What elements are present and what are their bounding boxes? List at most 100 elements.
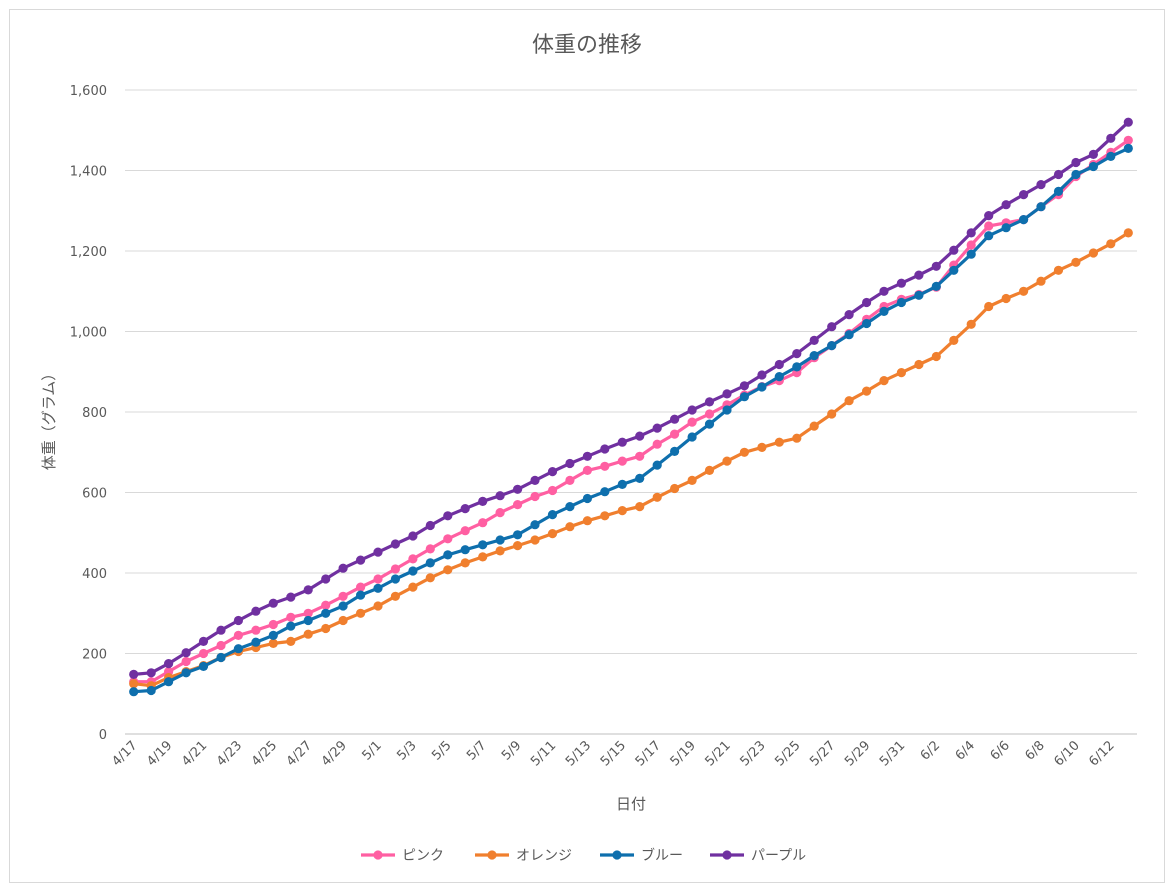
data-point	[896, 297, 907, 308]
data-point	[565, 475, 575, 485]
series-lines	[129, 117, 1133, 697]
legend-label: ピンク	[402, 848, 444, 864]
data-point	[704, 419, 715, 429]
data-point	[565, 458, 575, 469]
data-point	[321, 600, 331, 610]
x-tick-label: 4/19	[144, 738, 175, 769]
data-point	[704, 409, 715, 419]
data-point	[984, 231, 994, 241]
x-tick-label: 5/23	[737, 738, 768, 769]
data-point	[495, 491, 505, 501]
data-point	[565, 502, 575, 512]
data-point	[181, 648, 191, 658]
data-point	[408, 582, 418, 592]
x-tick-label: 4/25	[249, 738, 280, 769]
data-point	[652, 460, 662, 470]
data-point	[827, 409, 837, 419]
data-point	[739, 381, 750, 391]
legend-item: ピンク	[361, 848, 444, 864]
data-point	[530, 491, 540, 502]
data-point	[443, 534, 453, 544]
data-point	[757, 382, 767, 392]
data-point	[931, 261, 941, 271]
data-point	[356, 608, 366, 618]
data-point	[739, 447, 750, 457]
data-point	[635, 431, 645, 441]
data-point	[931, 351, 941, 362]
data-point	[198, 648, 209, 659]
data-point	[460, 545, 470, 555]
legend-label: パープル	[751, 848, 806, 864]
data-point	[198, 636, 209, 647]
data-point	[268, 630, 278, 641]
data-point	[1088, 149, 1098, 159]
data-point	[1071, 169, 1081, 180]
data-point	[478, 540, 488, 550]
data-point	[984, 211, 994, 221]
data-point	[408, 566, 418, 576]
data-point	[513, 484, 523, 494]
data-point	[303, 615, 313, 626]
data-point	[321, 608, 331, 618]
chart-title: 体重の推移	[532, 33, 642, 58]
data-point	[687, 405, 697, 415]
data-point	[251, 637, 261, 647]
x-tick-label: 5/27	[807, 738, 838, 769]
data-point	[530, 520, 540, 530]
data-point	[652, 492, 662, 502]
x-tick-label: 5/29	[842, 738, 873, 769]
data-point	[949, 335, 959, 345]
data-point	[792, 362, 802, 372]
data-point	[530, 535, 540, 545]
data-point	[809, 335, 819, 345]
data-point	[513, 530, 523, 540]
x-tick-label: 6/12	[1086, 738, 1117, 769]
data-point	[268, 598, 278, 608]
data-point	[1053, 186, 1064, 196]
data-point	[722, 389, 732, 399]
data-point	[286, 636, 296, 647]
data-point	[565, 522, 575, 532]
data-point	[129, 687, 139, 697]
data-point	[373, 601, 383, 611]
data-point	[862, 318, 872, 329]
x-tick-label: 5/9	[499, 738, 524, 763]
data-point	[582, 451, 593, 461]
data-point	[443, 511, 453, 521]
y-axis-ticks: 0 200 400 600 800 1,000 1,200 1,400 1,600	[70, 84, 107, 743]
x-tick-label: 4/23	[214, 738, 245, 769]
data-point	[1123, 228, 1133, 238]
data-point	[879, 306, 889, 316]
data-point	[251, 606, 261, 616]
legend-label: オレンジ	[516, 848, 572, 864]
series-line	[133, 138, 1130, 684]
data-point	[635, 502, 645, 512]
data-point	[809, 421, 819, 431]
data-point	[687, 475, 697, 485]
data-point	[495, 546, 505, 556]
y-tick-label: 800	[82, 406, 107, 421]
x-tick-label: 5/5	[429, 738, 454, 763]
data-point	[338, 615, 348, 626]
x-tick-label: 5/19	[668, 738, 699, 769]
data-point	[356, 590, 366, 600]
data-point	[914, 290, 924, 300]
data-point	[879, 376, 889, 386]
data-point	[914, 359, 924, 370]
y-tick-label: 600	[82, 487, 107, 502]
x-tick-label: 5/25	[772, 738, 803, 769]
data-point	[1106, 133, 1116, 143]
data-point	[809, 351, 819, 361]
data-point	[495, 507, 505, 518]
data-point	[338, 591, 348, 601]
series-line	[133, 121, 1130, 676]
data-point	[286, 621, 296, 631]
x-tick-label: 6/8	[1022, 738, 1047, 763]
data-point	[1053, 169, 1064, 180]
x-tick-label: 5/3	[394, 738, 419, 763]
data-point	[373, 583, 383, 593]
data-point	[513, 500, 523, 510]
data-point	[966, 319, 976, 329]
data-point	[1071, 257, 1081, 267]
data-point	[617, 437, 627, 447]
